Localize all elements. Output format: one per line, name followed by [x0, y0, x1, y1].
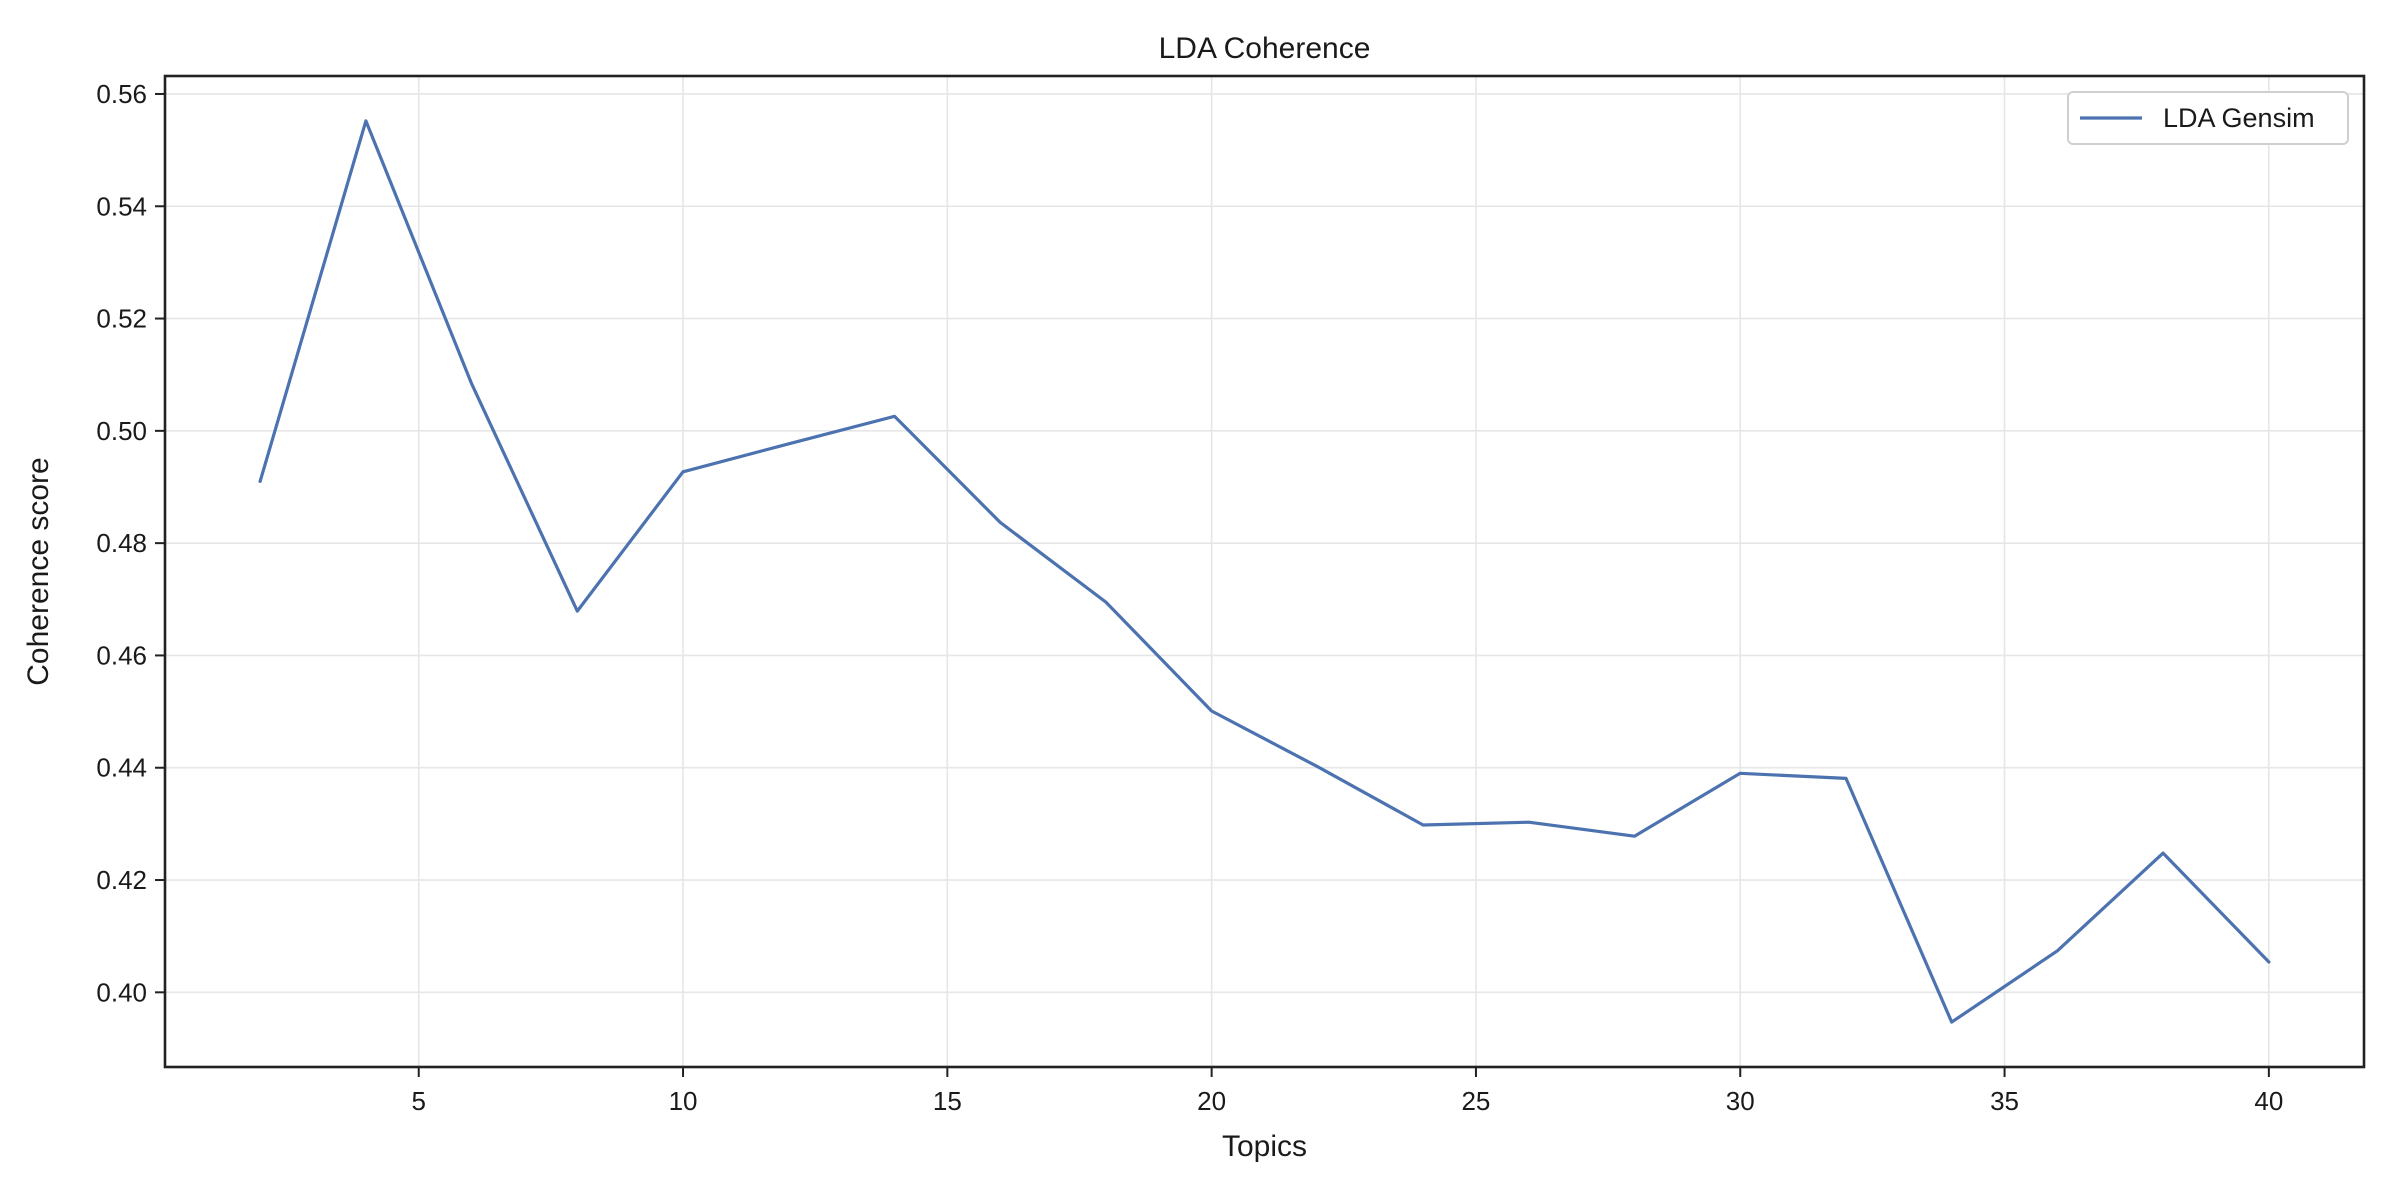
chart-title: LDA Coherence — [1159, 32, 1371, 65]
y-tick-label: 0.44 — [96, 753, 147, 783]
axis-ticks: 5 10 15 20 25 30 35 40 0.40 0.42 0.44 0.46 0.48 0.50 0… — [96, 79, 2283, 1116]
y-tick-label: 0.56 — [96, 79, 147, 109]
x-tick-label: 5 — [411, 1086, 425, 1116]
y-tick-label: 0.40 — [96, 977, 147, 1007]
legend: LDA Gensim — [2067, 91, 2349, 145]
series-lines — [258, 119, 2271, 1024]
y-tick-label: 0.46 — [96, 640, 147, 670]
y-axis-title: Coherence score — [22, 457, 55, 685]
x-tick-label: 15 — [933, 1086, 962, 1116]
legend-label: LDA Gensim — [2163, 103, 2315, 133]
series-line — [258, 119, 2271, 1024]
legend-box — [2067, 91, 2349, 145]
y-tick-label: 0.42 — [96, 865, 147, 895]
x-tick-label: 40 — [2254, 1086, 2283, 1116]
y-tick-label: 0.50 — [96, 416, 147, 446]
y-tick-label: 0.48 — [96, 528, 147, 558]
y-tick-label: 0.52 — [96, 304, 147, 334]
plot-area-frame — [163, 74, 2366, 1069]
y-tick-label: 0.54 — [96, 191, 147, 221]
x-axis-title: Topics — [1222, 1130, 1307, 1163]
x-tick-label: 35 — [1990, 1086, 2019, 1116]
x-tick-label: 30 — [1726, 1086, 1755, 1116]
x-tick-label: 25 — [1461, 1086, 1490, 1116]
x-tick-label: 10 — [669, 1086, 698, 1116]
x-tick-label: 20 — [1197, 1086, 1226, 1116]
grid-lines — [165, 76, 2364, 1067]
